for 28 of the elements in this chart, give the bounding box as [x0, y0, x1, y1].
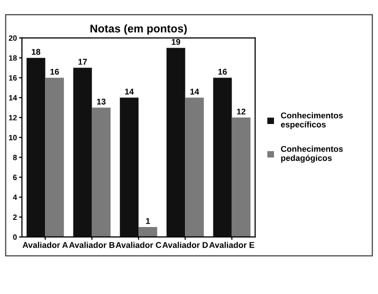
x-tick-label: Avaliador B: [69, 242, 115, 248]
legend-label: Conhecimentos específicos: [280, 112, 343, 130]
data-label: 14: [190, 88, 200, 95]
data-label: 1: [146, 218, 150, 224]
data-label: 19: [172, 38, 180, 45]
bar: [92, 108, 111, 237]
x-tick-label: Avaliador D: [162, 242, 208, 248]
x-tick-label: Avaliador C: [116, 242, 162, 248]
bar: [185, 98, 204, 237]
bar: [26, 58, 46, 237]
data-label: 16: [218, 68, 227, 75]
legend-label: Conhecimentos pedagógicos: [280, 146, 343, 163]
data-label: 17: [78, 58, 87, 65]
bar: [232, 118, 250, 237]
data-label: 14: [125, 88, 134, 95]
bar: [138, 227, 158, 237]
x-tick-label: Avaliador A: [22, 242, 68, 248]
bar: [120, 98, 139, 237]
data-label: 18: [32, 48, 40, 55]
bar: [213, 78, 232, 237]
bar: [166, 48, 186, 237]
bar: [45, 78, 64, 237]
data-label: 12: [237, 108, 246, 114]
x-tick-label: Avaliador E: [209, 242, 254, 248]
data-label: 13: [97, 98, 106, 105]
bar: [73, 68, 92, 237]
chart-title: Notas (em pontos): [90, 24, 187, 35]
data-label: 16: [50, 68, 59, 75]
